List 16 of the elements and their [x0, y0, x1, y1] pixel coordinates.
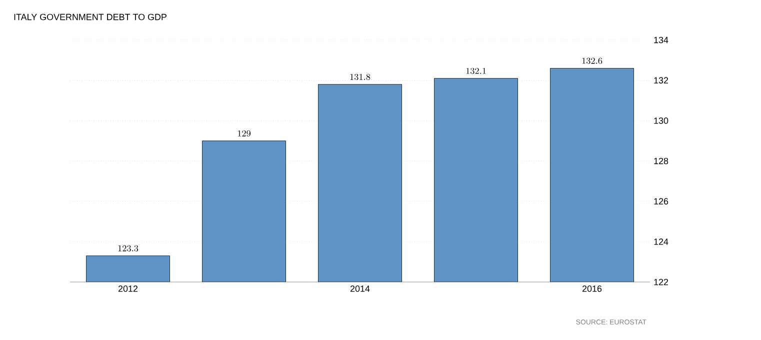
y-tick-label: 130: [654, 117, 668, 124]
y-tick-label: 128: [654, 158, 668, 164]
y-tick-label: 132: [654, 77, 668, 84]
data-label: 129: [238, 130, 251, 137]
y-tick-label: 124: [654, 238, 668, 245]
y-tick-label: 134: [654, 36, 668, 44]
y-tick-label: 122: [654, 278, 668, 286]
data-label: 132. 1: [466, 68, 486, 74]
chart-title: ITALY GOVERNMENT DEBT TO GDP: [14, 14, 166, 20]
x-tick-label: 2012: [118, 286, 138, 292]
x-tick-label: 2016: [582, 286, 602, 292]
data-label: 131 .8: [350, 74, 370, 80]
y-tick-label: 126: [654, 198, 668, 205]
data-label: 123.3: [118, 245, 138, 252]
data-label: 132.6: [582, 58, 602, 64]
x-tick-label: 2014: [350, 286, 370, 292]
